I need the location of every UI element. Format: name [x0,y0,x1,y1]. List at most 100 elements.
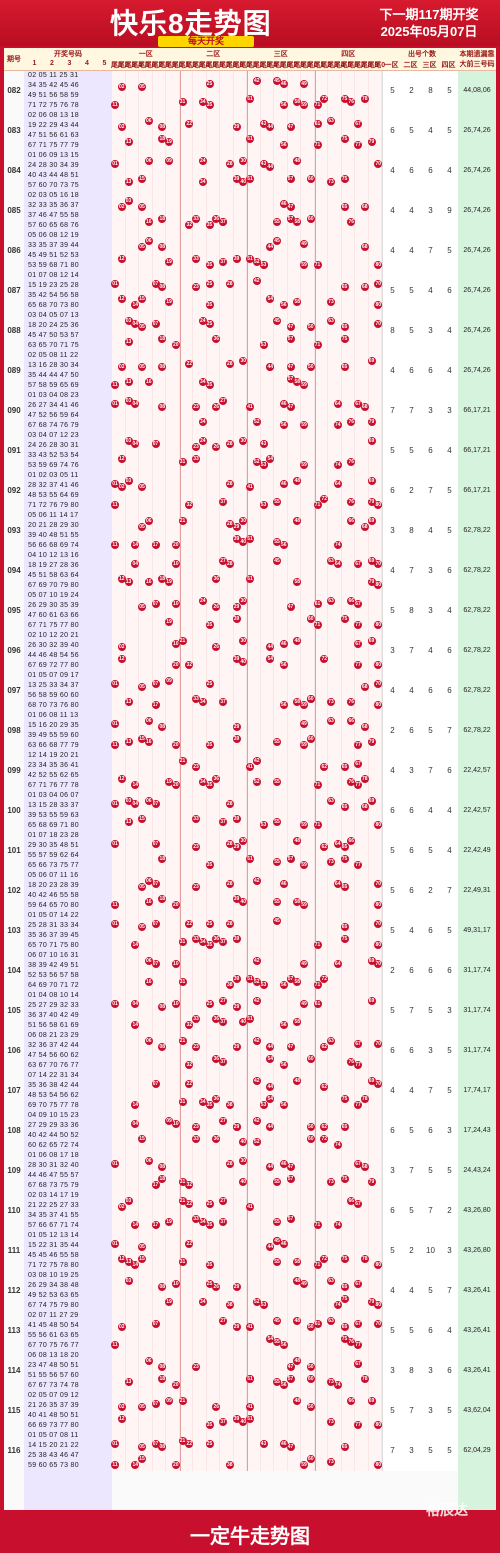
zone-count: 2 [428,886,433,895]
drawn-number-ball: 31 [178,1098,187,1106]
drawn-number-ball: 57 [286,375,295,383]
drawn-number-ball: 44 [266,1043,275,1051]
drawn-number-ball: 55 [273,858,281,866]
winning-numbers-line: 40 43 44 48 51 [28,172,79,179]
tail-header: 尾4 [131,62,143,69]
drawn-number-ball: 35 [205,301,214,309]
drawn-number-ball: 29 [232,1323,241,1331]
zone-count: 9 [447,206,452,215]
drawn-number-ball: 25 [205,1000,214,1008]
drawn-number-ball: 57 [286,215,295,223]
drawn-number-ball: 51 [246,135,254,143]
drawn-number-ball: 09 [165,677,173,685]
drawn-number-ball: 52 [252,418,261,426]
tail-header: 尾2 [252,62,264,69]
drawn-number-ball: 68 [360,243,369,251]
issue-number: 085 [4,191,25,231]
winning-numbers: 01 07 08 12 14 15 19 23 25 28 35 42 54 56 … [24,271,113,311]
winning-numbers-line: 02 03 05 16 18 [28,192,79,199]
drawn-number-ball: 10 [171,1000,180,1008]
drawn-number-ball: 56 [279,1061,288,1069]
drawn-number-ball: 33 [192,255,200,263]
winning-numbers-line: 05 07 10 19 24 [28,592,79,599]
drawn-number-ball: 56 [279,1101,288,1109]
table-row: 092 01 02 03 05 11 28 32 37 41 46 48 53 55 … [4,471,496,512]
winning-numbers-line: 01 05 07 14 22 [28,912,79,919]
drawn-number-ball: 52 [252,258,261,266]
zone-divider [314,1111,316,1151]
winning-numbers: 02 03 05 16 18 32 33 35 36 37 37 46 47 55 … [24,191,113,231]
drawn-number-ball: 52 [252,1138,261,1146]
drawn-number-ball: 57 [286,975,295,983]
drawn-number-ball: 05 [138,603,146,611]
filter-numbers: 62,78,22 [458,631,496,671]
table-row: 096 02 10 12 20 21 26 30 32 39 40 44 46 48 … [4,631,496,672]
drawn-number-ball: 02 [117,363,126,371]
winning-numbers-line: 15 22 31 35 44 [28,1242,79,1249]
zone-divider [179,791,181,831]
drawn-number-ball: 33 [192,455,200,463]
zone-count: 8 [409,1366,414,1375]
drawn-number-ball: 07 [151,840,160,848]
zone-count: 6 [409,806,414,815]
drawn-number-ball: 28 [225,800,234,808]
tail-header: 尾5 [273,62,284,69]
winning-numbers-line: 51 55 56 57 60 [28,1372,79,1379]
drawn-number-ball: 02 [117,483,126,491]
drawn-number-ball: 17 [151,541,160,549]
drawn-number-ball: 63 [327,597,335,605]
winning-numbers-line: 25 38 43 46 47 [28,1452,79,1459]
zone-divider [247,871,248,911]
drawn-number-ball: 80 [374,821,383,829]
drawn-number-ball: 19 [165,1298,173,1306]
drawn-number-ball: 38 [225,1101,234,1109]
issue-number: 098 [4,711,25,751]
drawn-number-ball: 21 [178,637,187,645]
drawn-number-ball: 56 [279,661,288,669]
drawn-number-ball: 08 [158,283,167,291]
winning-numbers: 02 05 08 11 22 13 16 28 30 34 35 44 44 47 … [24,351,113,391]
table-row: 093 05 06 11 14 17 20 21 28 29 30 39 40 48 … [4,511,496,552]
zone-divider [247,311,248,351]
zone-divider [314,311,316,351]
drawn-number-ball: 47 [286,1043,295,1051]
drawn-number-ball: 60 [306,735,315,743]
distribution-grid: 02 07 11 27 29 41 45 48 50 54 55 56 61 63 65 67 70 75 76 77 [111,1311,383,1351]
drawn-number-ball: 59 [300,381,308,389]
drawn-number-ball: 55 [273,1178,281,1186]
drawn-number-ball: 70 [374,1320,383,1328]
drawn-number-ball: 53 [259,1301,268,1309]
drawn-number-ball: 80 [374,901,383,909]
count-zone-header: 三区 [422,62,437,69]
drawn-number-ball: 23 [192,1043,200,1051]
winning-numbers-line: 55 56 61 63 65 [28,1332,79,1339]
winning-numbers-line: 67 74 75 79 80 [28,1302,79,1309]
zone-counts: 8 5 3 4 [382,311,459,351]
drawn-number-ball: 59 [300,1461,308,1469]
drawn-number-ball: 04 [131,800,140,808]
tail-header: 尾8 [225,62,237,69]
drawn-number-ball: 35 [205,1221,214,1229]
drawn-number-ball: 36 [212,1015,221,1023]
winning-numbers: 06 08 21 23 29 32 36 37 42 44 47 54 56 60 … [24,1031,113,1071]
winning-numbers-line: 53 59 68 71 80 [28,262,79,269]
drawn-number-ball: 18 [158,1175,167,1183]
drawn-number-ball: 31 [178,1178,187,1186]
winning-numbers-line: 02 06 08 13 18 [28,112,79,119]
drawn-number-ball: 73 [327,1378,335,1386]
drawn-number-ball: 80 [374,1301,383,1309]
winning-numbers-line: 02 05 08 11 22 [28,352,79,359]
drawn-number-ball: 10 [171,600,180,608]
drawn-number-ball: 53 [259,981,268,989]
distribution-grid: 01 05 07 14 22 25 28 31 33 34 35 36 37 39 45 65 70 71 75 80 [111,911,383,951]
drawn-number-ball: 50 [306,1363,315,1371]
zone-count: 3 [390,646,395,655]
drawn-number-ball: 35 [205,1101,214,1109]
tail-header: 尾5 [340,62,352,69]
drawn-number-ball: 72 [320,975,329,983]
drawn-number-ball: 48 [293,477,302,485]
winning-numbers: 02 06 08 13 18 19 22 29 43 44 47 51 56 61 … [24,111,113,151]
drawn-number-ball: 18 [158,1375,167,1383]
zone-divider [247,1351,248,1391]
